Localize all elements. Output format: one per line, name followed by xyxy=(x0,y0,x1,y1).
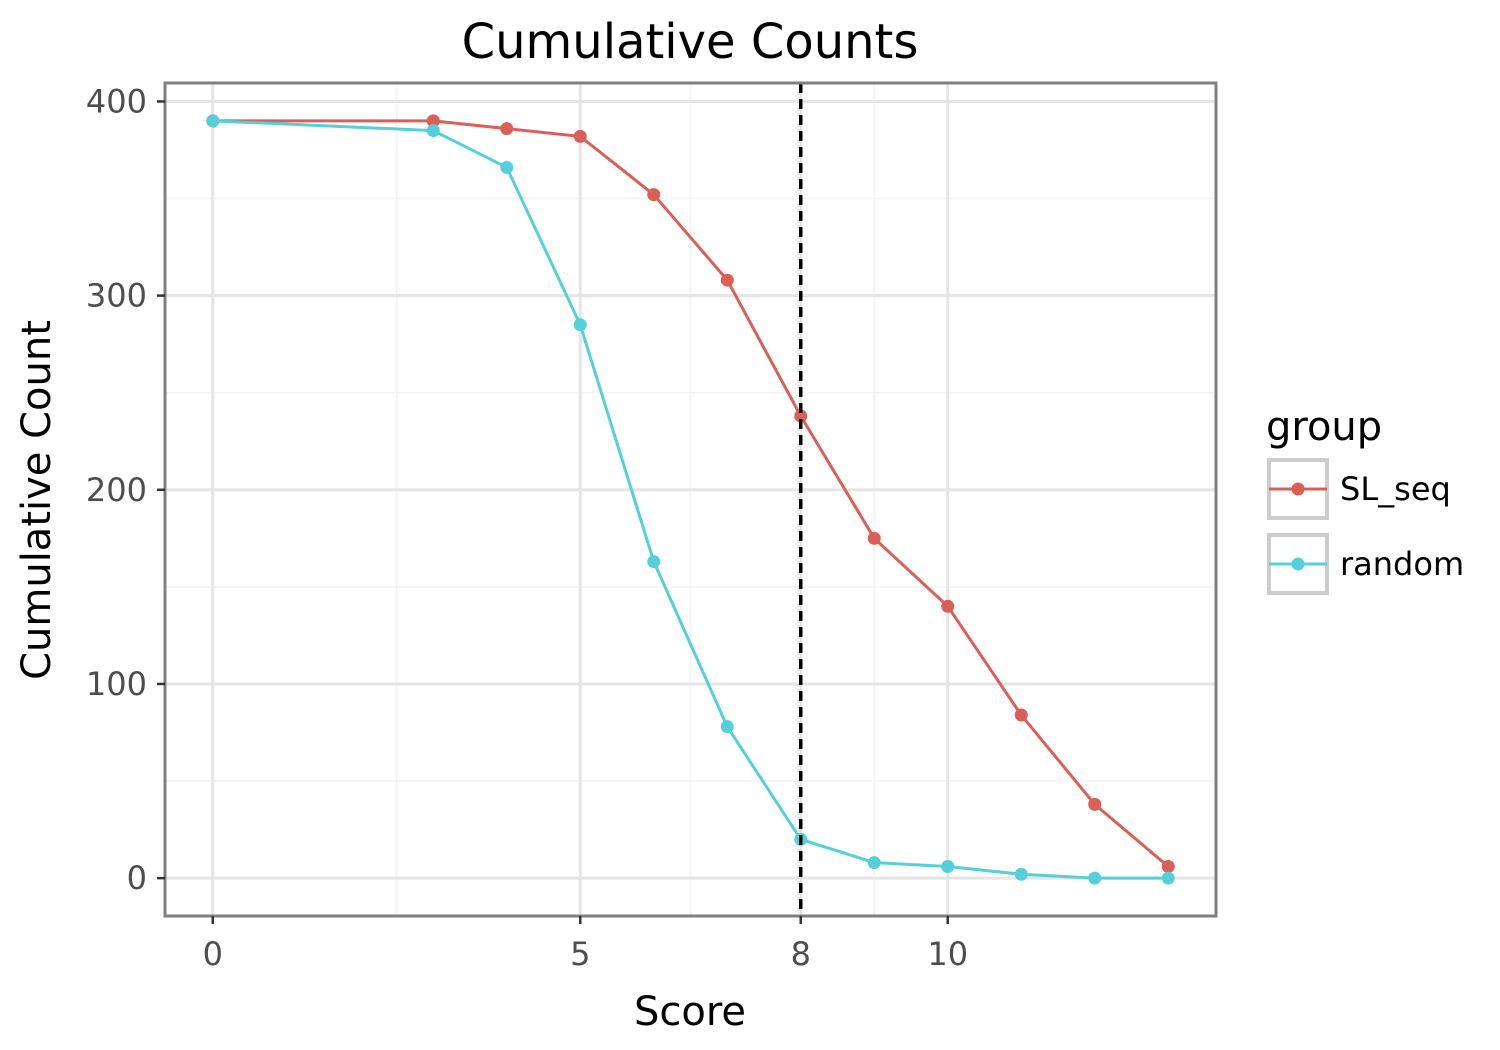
data-point-sl-seq xyxy=(941,599,955,613)
data-point-random xyxy=(206,114,220,128)
x-tick-label: 8 xyxy=(791,935,811,973)
data-point-random xyxy=(941,859,955,873)
data-point-sl-seq xyxy=(426,114,440,128)
data-point-sl-seq xyxy=(1014,708,1028,722)
y-tick-label: 100 xyxy=(86,665,147,703)
series-random xyxy=(206,114,1175,885)
series-sl-seq xyxy=(206,114,1175,873)
legend-entry-random: random xyxy=(1267,533,1464,595)
series-line-sl-seq xyxy=(212,119,1170,868)
data-point-sl-seq xyxy=(1161,859,1175,873)
data-point-random xyxy=(1014,867,1028,881)
data-point-random xyxy=(500,160,514,174)
data-point-sl-seq xyxy=(1088,797,1102,811)
legend-key-point xyxy=(1291,482,1305,496)
y-tick-label: 0 xyxy=(127,859,147,897)
plot-border xyxy=(163,81,1218,918)
data-point-sl-seq xyxy=(794,409,808,423)
y-axis-ticks: 0 100 200 300 400 xyxy=(86,82,165,897)
data-point-sl-seq xyxy=(500,122,514,136)
data-point-random xyxy=(647,555,661,569)
data-point-random xyxy=(867,856,881,870)
data-point-random xyxy=(426,124,440,138)
data-point-sl-seq xyxy=(573,129,587,143)
data-point-random xyxy=(1161,871,1175,885)
data-point-sl-seq xyxy=(720,273,734,287)
legend-title: group xyxy=(1266,404,1382,450)
chart-title: Cumulative Counts xyxy=(462,14,919,70)
y-tick-label: 400 xyxy=(86,82,147,120)
y-tick-label: 300 xyxy=(86,277,147,315)
data-point-sl-seq xyxy=(867,531,881,545)
data-point-sl-seq xyxy=(647,188,661,202)
x-axis-ticks: 0 5 8 10 xyxy=(203,916,968,973)
data-point-random xyxy=(573,318,587,332)
minor-gridlines xyxy=(165,83,1216,916)
x-tick-label: 10 xyxy=(927,935,968,973)
data-point-random xyxy=(720,720,734,734)
y-tick-label: 200 xyxy=(86,471,147,509)
legend-key-point xyxy=(1291,557,1305,571)
data-point-random xyxy=(1088,871,1102,885)
legend-entry-sl-seq: SL_seq xyxy=(1267,458,1451,520)
x-tick-label: 0 xyxy=(203,935,223,973)
legend-label-sl-seq: SL_seq xyxy=(1340,470,1451,508)
legend-label-random: random xyxy=(1340,545,1464,583)
x-axis-label: Score xyxy=(634,989,746,1035)
series-layer xyxy=(206,114,1175,885)
series-line-random xyxy=(212,119,1169,880)
x-tick-label: 5 xyxy=(570,935,590,973)
y-axis-label: Cumulative Count xyxy=(14,320,60,680)
